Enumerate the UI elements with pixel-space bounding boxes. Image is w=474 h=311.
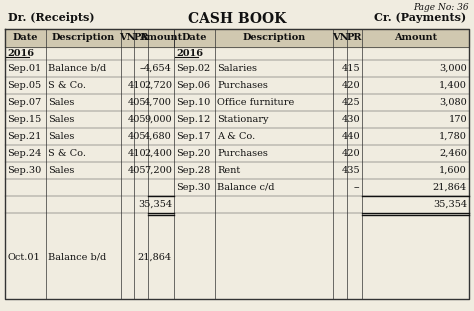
Text: Sep.12: Sep.12 — [176, 115, 210, 124]
Text: 4,654: 4,654 — [144, 64, 172, 73]
Text: Sep.05: Sep.05 — [7, 81, 41, 90]
Text: 21,864: 21,864 — [433, 183, 467, 192]
Text: A & Co.: A & Co. — [217, 132, 255, 141]
Text: 425: 425 — [341, 98, 360, 107]
Text: Sep.15: Sep.15 — [7, 115, 41, 124]
Text: Date: Date — [182, 34, 207, 43]
Text: Purchases: Purchases — [217, 149, 268, 158]
Text: 2,720: 2,720 — [144, 81, 172, 90]
Text: Sep.30: Sep.30 — [176, 183, 210, 192]
Text: 2016: 2016 — [176, 49, 203, 58]
Text: Salaries: Salaries — [217, 64, 257, 73]
Text: PR: PR — [347, 34, 362, 43]
Text: Sales: Sales — [48, 98, 74, 107]
Text: Purchases: Purchases — [217, 81, 268, 90]
Text: 1,400: 1,400 — [439, 81, 467, 90]
Text: Sep.24: Sep.24 — [7, 149, 41, 158]
Text: Sep.02: Sep.02 — [176, 64, 210, 73]
Text: --: -- — [354, 183, 360, 192]
Text: 420: 420 — [341, 149, 360, 158]
Text: 21,864: 21,864 — [138, 253, 172, 262]
Text: 415: 415 — [341, 64, 360, 73]
Text: Cr. (Payments): Cr. (Payments) — [374, 12, 466, 23]
Text: PR: PR — [133, 34, 149, 43]
Text: 35,354: 35,354 — [433, 200, 467, 209]
Text: Stationary: Stationary — [217, 115, 268, 124]
Text: 4,700: 4,700 — [144, 98, 172, 107]
Text: Office furniture: Office furniture — [217, 98, 294, 107]
Text: 410: 410 — [128, 149, 146, 158]
Text: Description: Description — [52, 34, 115, 43]
Text: Rent: Rent — [217, 166, 240, 175]
Text: --: -- — [139, 64, 146, 73]
Text: Oct.01: Oct.01 — [7, 253, 40, 262]
Text: Sales: Sales — [48, 115, 74, 124]
Text: Sep.30: Sep.30 — [7, 166, 41, 175]
Text: VN: VN — [119, 34, 136, 43]
Text: Sep.01: Sep.01 — [7, 64, 41, 73]
Text: Sep.06: Sep.06 — [176, 81, 210, 90]
Text: 435: 435 — [341, 166, 360, 175]
Text: Balance b/d: Balance b/d — [48, 64, 106, 73]
Text: 1,600: 1,600 — [439, 166, 467, 175]
Text: S & Co.: S & Co. — [48, 81, 86, 90]
Text: 2,460: 2,460 — [439, 149, 467, 158]
Text: 2016: 2016 — [7, 49, 34, 58]
Text: Sep.20: Sep.20 — [176, 149, 210, 158]
Text: 440: 440 — [341, 132, 360, 141]
Text: Sep.28: Sep.28 — [176, 166, 210, 175]
Text: Dr. (Receipts): Dr. (Receipts) — [8, 12, 94, 23]
Text: 420: 420 — [341, 81, 360, 90]
Text: Sep.07: Sep.07 — [7, 98, 41, 107]
Text: 2,400: 2,400 — [144, 149, 172, 158]
Text: Sep.10: Sep.10 — [176, 98, 210, 107]
Text: 405: 405 — [128, 115, 146, 124]
Text: 430: 430 — [341, 115, 360, 124]
Text: 170: 170 — [448, 115, 467, 124]
Text: Sales: Sales — [48, 132, 74, 141]
Text: Page No: 36: Page No: 36 — [413, 3, 469, 12]
Text: Balance c/d: Balance c/d — [217, 183, 274, 192]
Text: 9,000: 9,000 — [145, 115, 172, 124]
Text: 405: 405 — [128, 166, 146, 175]
Text: Sep.17: Sep.17 — [176, 132, 210, 141]
Text: 405: 405 — [128, 132, 146, 141]
Text: 7,200: 7,200 — [144, 166, 172, 175]
Text: 3,080: 3,080 — [439, 98, 467, 107]
Text: Amount: Amount — [139, 34, 182, 43]
Text: Sales: Sales — [48, 166, 74, 175]
Text: 35,354: 35,354 — [138, 200, 172, 209]
Text: VN: VN — [332, 34, 348, 43]
Text: 405: 405 — [128, 98, 146, 107]
Text: Date: Date — [13, 34, 38, 43]
Text: 1,780: 1,780 — [439, 132, 467, 141]
Text: CASH BOOK: CASH BOOK — [188, 12, 286, 26]
Text: 410: 410 — [128, 81, 146, 90]
Text: 3,000: 3,000 — [439, 64, 467, 73]
Polygon shape — [5, 29, 174, 47]
Text: 4,680: 4,680 — [144, 132, 172, 141]
Text: Sep.21: Sep.21 — [7, 132, 41, 141]
Polygon shape — [174, 29, 469, 47]
Text: S & Co.: S & Co. — [48, 149, 86, 158]
Text: Balance b/d: Balance b/d — [48, 253, 106, 262]
Text: Amount: Amount — [394, 34, 437, 43]
Text: Description: Description — [242, 34, 306, 43]
